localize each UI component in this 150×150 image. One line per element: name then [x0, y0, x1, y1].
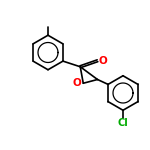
Text: O: O [72, 78, 81, 88]
Text: Cl: Cl [118, 118, 128, 129]
Text: O: O [99, 56, 107, 66]
